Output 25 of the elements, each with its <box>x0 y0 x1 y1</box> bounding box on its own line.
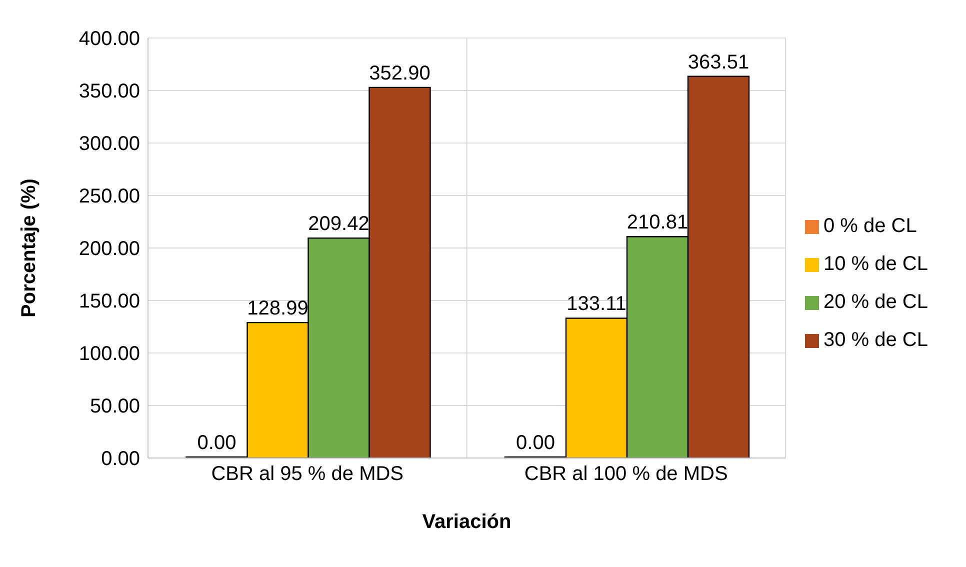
x-tick-label: CBR al 95 % de MDS <box>211 463 404 486</box>
data-label: 0.00 <box>516 432 555 454</box>
y-tick-label: 350.00 <box>78 80 140 103</box>
y-tick-label: 300.00 <box>78 133 140 156</box>
y-tick-label: 100.00 <box>78 343 140 366</box>
x-tick-label: CBR al 100 % de MDS <box>524 463 728 486</box>
data-label: 0.00 <box>197 432 236 454</box>
data-label: 209.42 <box>308 213 370 236</box>
y-tick-label: 250.00 <box>78 186 140 208</box>
legend-label: 0 % de CL <box>823 215 917 237</box>
y-tick-label: 0.00 <box>101 448 140 470</box>
data-label: 133.11 <box>566 293 626 316</box>
legend-label: 30 % de CL <box>823 329 928 351</box>
y-tick-label: 200.00 <box>78 238 140 260</box>
legend-label: 20 % de CL <box>823 291 928 313</box>
x-axis-title: Variación <box>422 511 512 533</box>
data-label: 363.51 <box>688 51 750 74</box>
legend-label: 10 % de CL <box>823 253 928 275</box>
y-axis-title: Porcentaje (%) <box>18 178 40 318</box>
data-label: 128.99 <box>247 298 308 320</box>
y-tick-label: 150.00 <box>78 290 140 313</box>
y-tick-label: 50.00 <box>90 396 140 418</box>
data-label: 210.81 <box>626 212 688 234</box>
data-label: 352.90 <box>369 62 430 84</box>
y-tick-label: 400.00 <box>78 28 140 50</box>
